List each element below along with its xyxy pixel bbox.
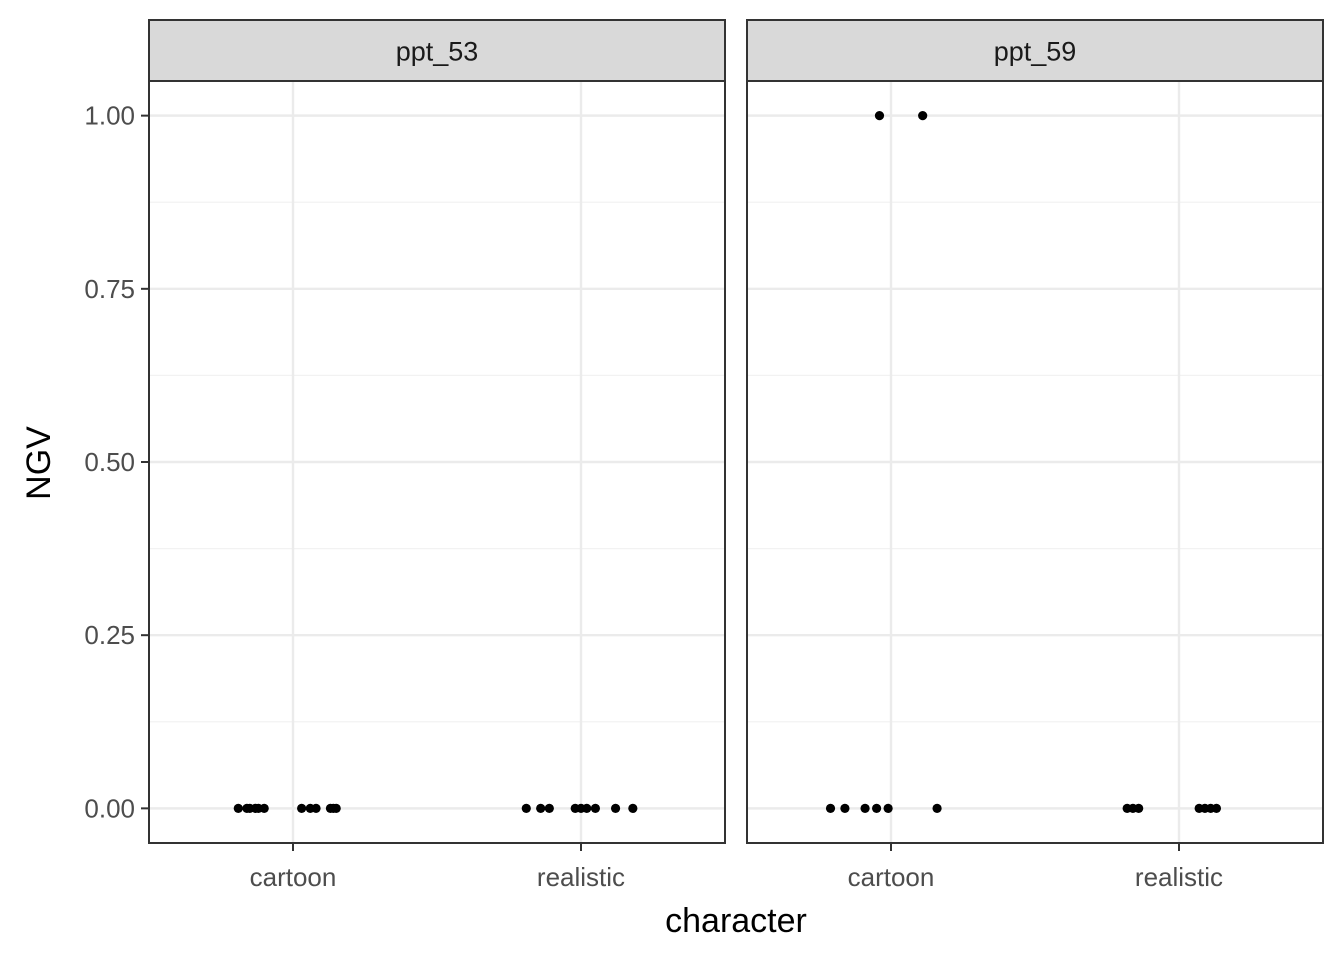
data-point <box>628 803 638 813</box>
y-axis-title: NGV <box>20 426 58 500</box>
data-point <box>521 803 531 813</box>
y-tick-label: 0.00 <box>84 793 135 823</box>
data-point <box>825 803 836 813</box>
data-point <box>932 803 942 813</box>
facet-strip-label: ppt_53 <box>396 37 479 67</box>
data-point <box>872 803 882 813</box>
x-tick-label: cartoon <box>250 862 337 892</box>
data-point <box>544 803 554 813</box>
data-point <box>874 111 885 121</box>
y-tick-label: 0.75 <box>84 274 135 304</box>
data-point <box>590 803 601 813</box>
data-point <box>259 803 269 813</box>
data-point <box>610 803 621 813</box>
data-point <box>918 111 928 121</box>
x-axis-title: character <box>665 902 807 940</box>
data-point <box>1211 803 1222 813</box>
data-point <box>311 803 321 813</box>
data-point <box>860 803 870 813</box>
x-tick-label: realistic <box>537 862 625 892</box>
data-point <box>233 803 243 813</box>
data-point <box>582 803 592 813</box>
x-tick-label: realistic <box>1135 862 1223 892</box>
y-tick-label: 0.50 <box>84 447 135 477</box>
facet-strip <box>746 19 1324 82</box>
x-tick-label: cartoon <box>848 862 935 892</box>
data-point <box>883 803 893 813</box>
y-tick-label: 1.00 <box>84 101 135 131</box>
facet-strip-label: ppt_59 <box>994 37 1077 67</box>
facet-strip <box>148 19 726 82</box>
data-point <box>297 803 307 813</box>
data-point <box>840 803 850 813</box>
data-point <box>331 803 341 813</box>
data-point <box>1134 803 1144 813</box>
data-point <box>536 803 546 813</box>
y-tick-label: 0.25 <box>84 620 135 650</box>
